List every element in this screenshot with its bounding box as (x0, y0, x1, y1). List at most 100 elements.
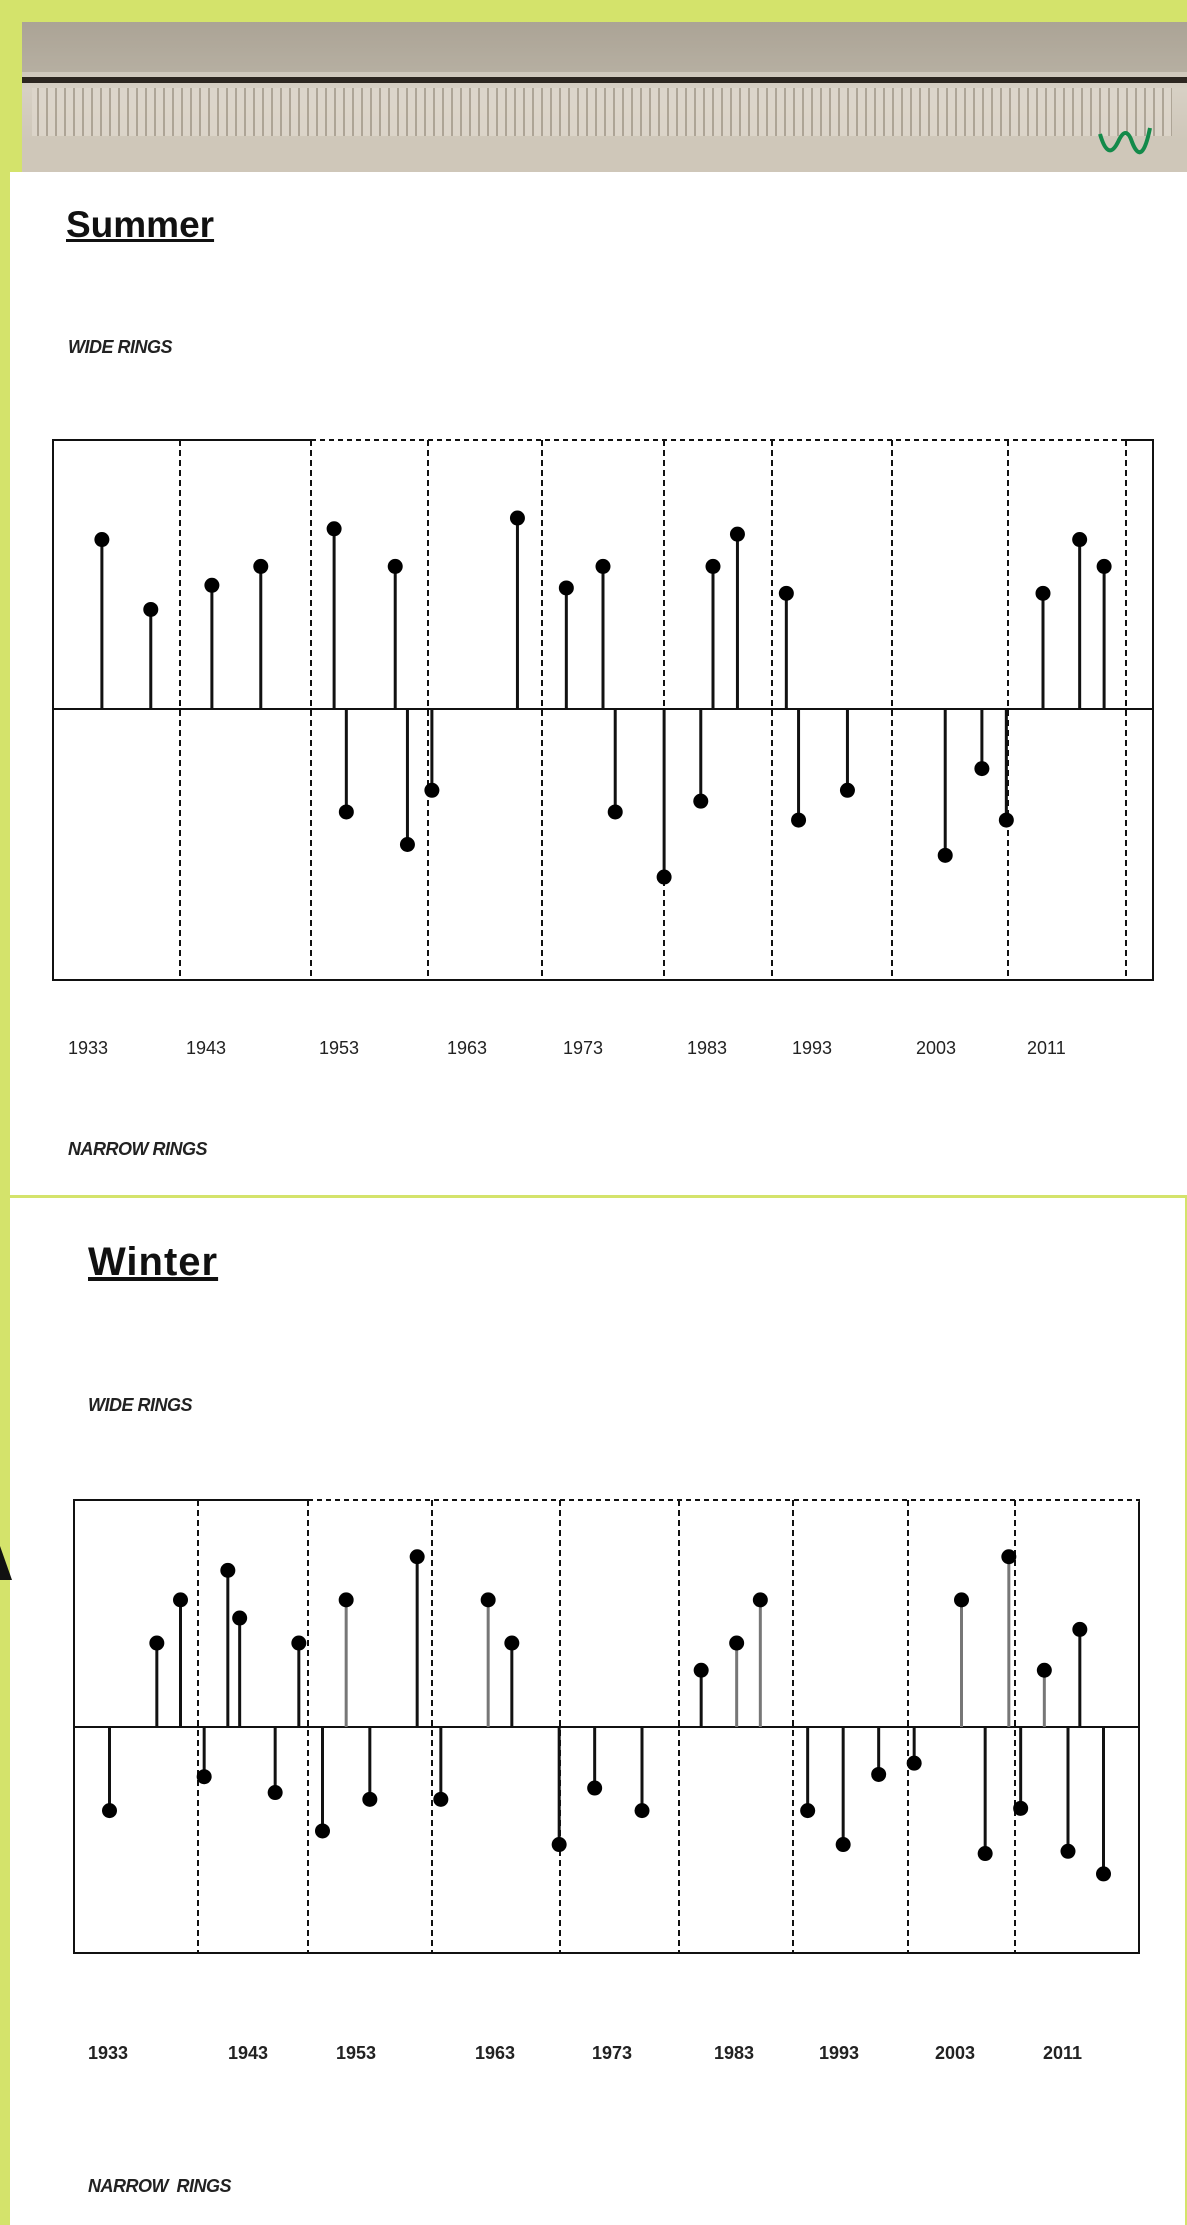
winter-data-point (729, 1635, 745, 1727)
winter-marker (587, 1780, 603, 1796)
winter-data-point (906, 1727, 922, 1771)
summer-tick-label: 1953 (319, 1038, 359, 1058)
summer-narrow-rings-label: NARROW RINGS (68, 1139, 208, 1159)
winter-data-point (232, 1610, 248, 1727)
winter-marker (433, 1791, 449, 1807)
summer-tick-label: 1983 (687, 1038, 727, 1058)
winter-marker (267, 1785, 283, 1801)
summer-data-point (338, 709, 354, 820)
winter-title: Winter (88, 1240, 219, 1284)
winter-data-point (634, 1727, 650, 1819)
winter-data-point (551, 1727, 567, 1853)
summer-data-point (937, 709, 953, 863)
summer-marker (729, 526, 745, 542)
winter-marker (634, 1803, 650, 1819)
winter-data-point (480, 1592, 496, 1727)
winter-data-point (977, 1727, 993, 1862)
winter-data-point (433, 1727, 449, 1807)
summer-data-point (558, 580, 574, 709)
winter-data-point (1036, 1662, 1052, 1727)
summer-data-point (1072, 532, 1088, 709)
winter-marker (338, 1592, 354, 1608)
winter-data-point (752, 1592, 768, 1727)
summer-data-point (974, 709, 990, 777)
winter-marker (409, 1549, 425, 1565)
summer-marker (204, 577, 220, 593)
winter-data-point (1013, 1727, 1029, 1816)
summer-marker (693, 793, 709, 809)
summer-data-point (693, 709, 709, 809)
winter-marker (504, 1635, 520, 1651)
winter-data-point (1096, 1727, 1111, 1882)
summer-marker (607, 804, 623, 820)
winter-marker (315, 1823, 330, 1839)
summer-marker (595, 558, 611, 574)
summer-data-point (204, 577, 220, 709)
winter-marker (1072, 1621, 1088, 1637)
winter-data-point (800, 1727, 816, 1819)
summer-data-point (729, 526, 745, 709)
winter-marker (1001, 1549, 1017, 1565)
summer-data-point (595, 558, 611, 709)
winter-data-point (338, 1592, 354, 1727)
summer-marker (558, 580, 574, 596)
winter-marker (693, 1662, 709, 1678)
summer-title: Summer (66, 204, 215, 245)
summer-marker (399, 837, 415, 852)
summer-marker (253, 558, 269, 574)
winter-marker (954, 1592, 969, 1608)
tree-ring-core-photo (22, 22, 1187, 172)
winter-marker (752, 1592, 768, 1608)
winter-data-point (267, 1727, 283, 1801)
winter-wide-rings-label: WIDE RINGS (88, 1395, 193, 1415)
summer-data-point (705, 558, 721, 709)
winter-marker (196, 1769, 212, 1785)
summer-tick-label: 1973 (563, 1038, 603, 1058)
summer-data-point (656, 709, 672, 885)
winter-data-point (149, 1635, 165, 1727)
winter-marker (977, 1846, 993, 1862)
winter-data-point (871, 1727, 887, 1782)
winter-marker (291, 1635, 307, 1651)
winter-marker (906, 1755, 922, 1771)
winter-marker (102, 1803, 117, 1819)
summer-data-point (387, 558, 403, 709)
summer-tick-label: 1943 (186, 1038, 226, 1058)
summer-data-point (326, 521, 342, 709)
winter-tick-label: 1993 (819, 2043, 859, 2063)
winter-marker (1013, 1800, 1029, 1816)
winter-marker (480, 1592, 496, 1608)
summer-marker (705, 558, 721, 574)
winter-marker (835, 1837, 851, 1853)
winter-marker (729, 1635, 745, 1651)
summer-data-point (839, 709, 855, 798)
summer-marker (424, 782, 440, 798)
winter-panel: Winter WIDE RINGS 1933 1943 1953 1963 1973 19… (10, 1198, 1185, 2225)
winter-tick-label: 1973 (592, 2043, 632, 2063)
winter-marker (149, 1635, 165, 1651)
summer-tick-label: 2003 (916, 1038, 956, 1058)
summer-marker (509, 510, 525, 526)
winter-data-point (693, 1662, 709, 1727)
winter-data-point (1060, 1727, 1076, 1859)
summer-marker (778, 585, 794, 601)
winter-data-point (362, 1727, 378, 1807)
summer-data-point (424, 709, 440, 798)
arrow-tip-icon (0, 1546, 12, 1580)
winter-narrow-rings-label: NARROW RINGS (88, 2176, 232, 2196)
winter-data-point (173, 1592, 188, 1727)
winter-tick-label: 1983 (714, 2043, 754, 2063)
winter-data-point (1072, 1621, 1088, 1727)
summer-tick-label: 1933 (68, 1038, 108, 1058)
summer-marker (338, 804, 354, 820)
winter-tick-label: 1963 (475, 2043, 515, 2063)
winter-marker (220, 1562, 236, 1578)
summer-data-point (998, 709, 1014, 828)
summer-marker (998, 812, 1014, 828)
winter-data-point (315, 1727, 330, 1839)
summer-data-point (399, 709, 415, 852)
summer-marker (94, 532, 110, 548)
summer-data-point (253, 558, 269, 709)
winter-data-point (1001, 1549, 1017, 1727)
winter-data-point (954, 1592, 969, 1727)
